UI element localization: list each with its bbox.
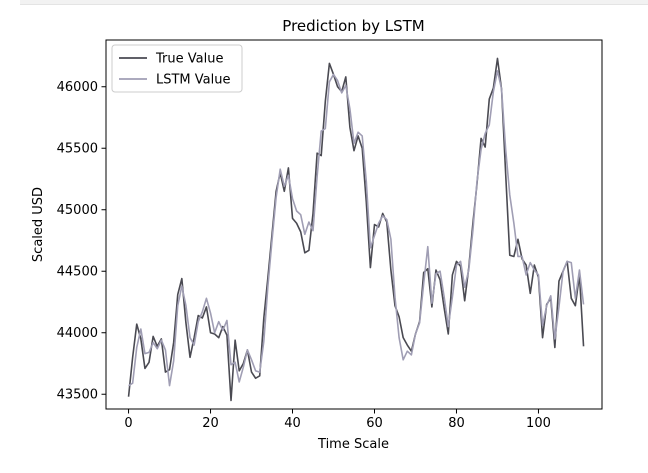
y-axis-label: Scaled USD (31, 187, 46, 262)
window-top-strip (20, 0, 648, 5)
x-tick-label-0: 0 (124, 416, 132, 431)
series-line-true-value (127, 57, 585, 402)
legend-label-lstm-value: LSTM Value (156, 73, 230, 88)
y-tick-label-44000: 44000 (57, 326, 98, 341)
x-tick-label-100: 100 (526, 416, 551, 431)
legend: True Value LSTM Value (111, 44, 243, 93)
y-tick-label-43500: 43500 (57, 388, 98, 403)
y-tick-label-46000: 46000 (57, 80, 98, 95)
x-tick-label-80: 80 (448, 416, 465, 431)
x-tick-label-20: 20 (202, 416, 219, 431)
chart-title: Prediction by LSTM (282, 17, 424, 35)
y-axis: 43500 44000 44500 45000 45500 46000 (57, 80, 106, 403)
series-line-lstm-value (128, 69, 585, 387)
x-tick-label-40: 40 (284, 416, 301, 431)
y-tick-label-45000: 45000 (57, 203, 98, 218)
series-layer (127, 57, 585, 402)
legend-box (111, 44, 243, 93)
x-axis: 0 20 40 60 80 100 (124, 409, 551, 431)
x-axis-label: Time Scale (317, 437, 389, 452)
plot-area-frame (105, 39, 603, 410)
legend-label-true-value: True Value (155, 52, 223, 67)
y-tick-label-45500: 45500 (57, 142, 98, 157)
y-tick-label-44500: 44500 (57, 265, 98, 280)
x-tick-label-60: 60 (366, 416, 383, 431)
